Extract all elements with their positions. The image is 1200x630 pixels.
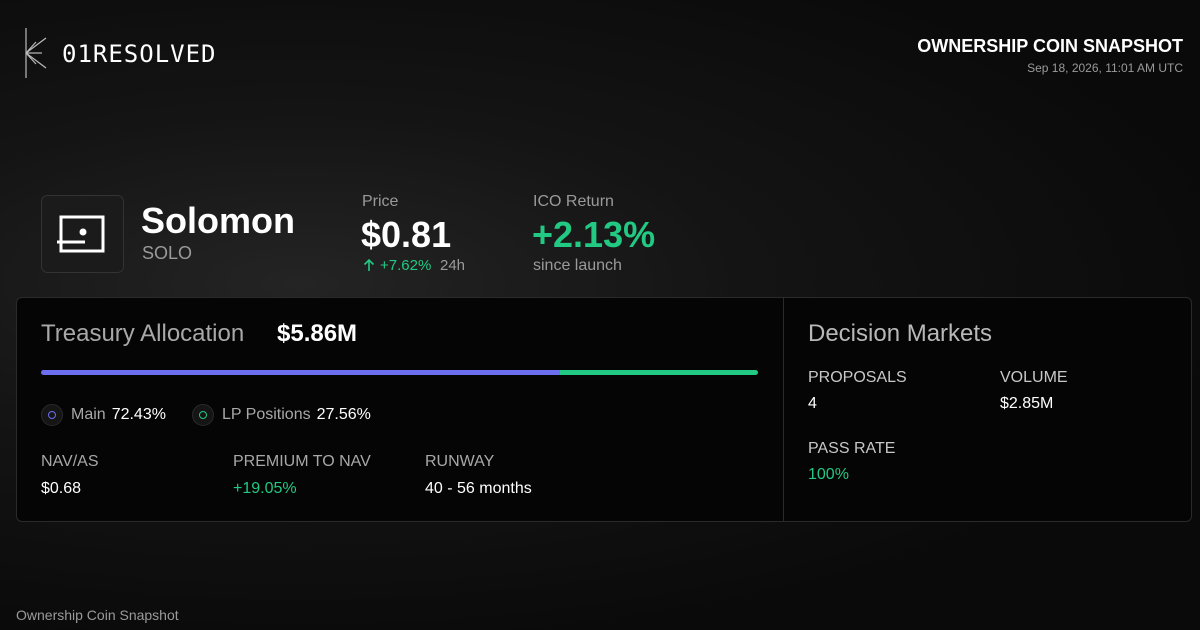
treasury-total: $5.86M [277,320,358,347]
legend-item: LP Positions 27.56% [191,404,371,426]
footer: Ownership Coin Snapshot [16,607,179,623]
timestamp: Sep 18, 2026, 11:01 AM UTC [1027,61,1183,75]
decision-title: Decision Markets [808,320,993,347]
brand: 01RESOLVED [62,40,217,68]
legend-dot-inner [48,411,56,419]
ico-label: ICO Return [533,193,614,210]
logo-icon [25,28,47,78]
stat-value: $0.68 [41,480,82,497]
legend-name: LP Positions [221,406,311,423]
token-ticker: SOLO [142,243,193,263]
stat-label: PROPOSALS [808,369,907,386]
token-icon [41,195,124,273]
ico-note: since launch [533,257,622,274]
legend-dot [41,404,63,426]
legend-value: 27.56% [316,406,371,423]
stat-label: PASS RATE [808,440,896,457]
legend: Main 72.43% LP Positions 27.56% [41,404,371,426]
allocation-segment [560,370,758,375]
stat-value: 100% [808,466,849,483]
treasury-title: Treasury Allocation [41,320,245,347]
up-arrow [363,258,375,271]
stat-label: RUNWAY [425,453,495,470]
legend-dot [191,404,214,426]
token-name: Solomon [141,200,295,241]
price-label: Price [362,193,399,210]
stat-value: 4 [808,395,817,412]
divider [783,298,784,521]
legend-dot-inner [198,411,207,419]
stat-label: NAV/AS [41,453,99,470]
ico-value: +2.13% [532,214,656,255]
stat-label: VOLUME [1000,369,1068,386]
price-value: $0.81 [361,214,452,255]
stat-value: +19.05% [233,480,297,497]
legend-value: 72.43% [111,406,166,423]
stat-value: $2.85M [1000,395,1054,412]
price-change: +7.62% [380,257,432,274]
panel: Treasury Allocation $5.86M Main 72.43% LP … [16,297,1192,522]
stat-value: 40 - 56 months [425,480,532,497]
legend-item: Main 72.43% [41,404,166,426]
legend-name: Main [71,406,106,423]
price-period: 24h [440,257,466,274]
header-title: OWNERSHIP COIN SNAPSHOT [917,36,1183,56]
stat-label: PREMIUM TO NAV [233,453,371,470]
allocation-segment [41,370,561,375]
allocation-bar [41,370,758,375]
